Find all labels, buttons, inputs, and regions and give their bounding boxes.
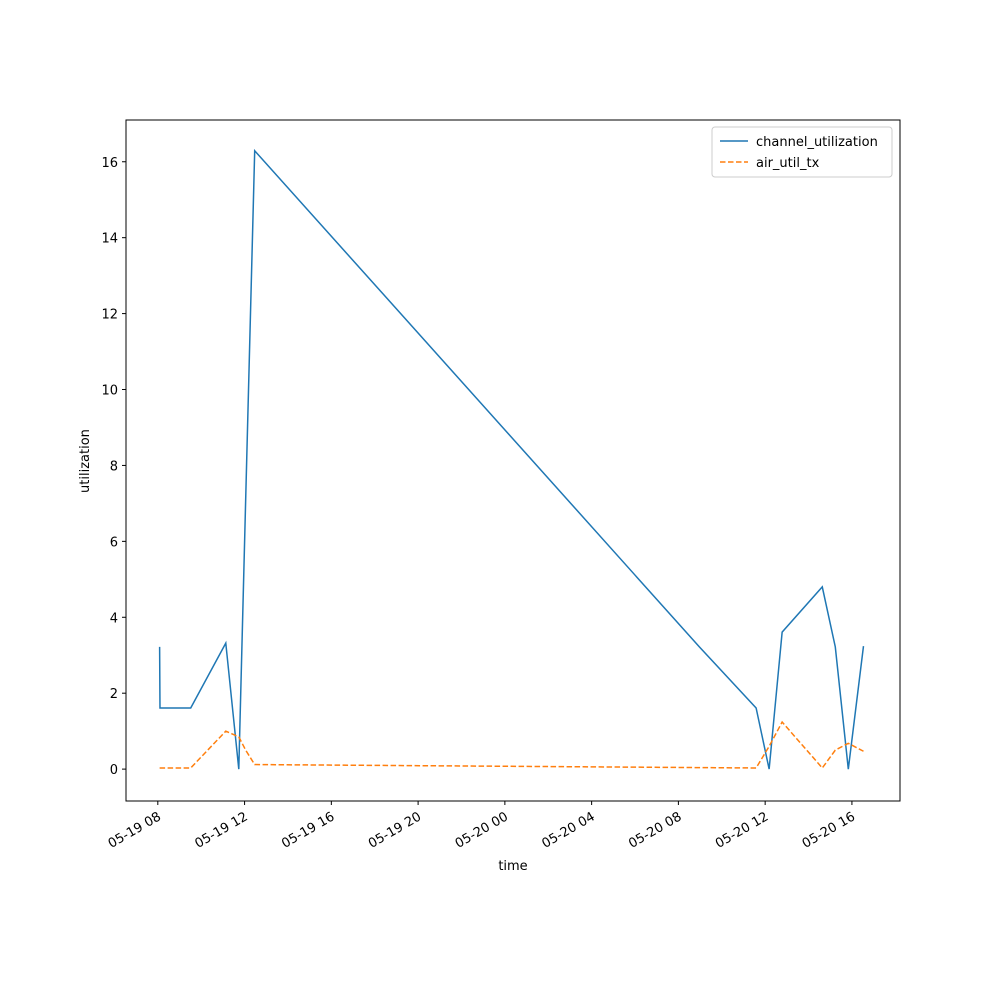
data-line xyxy=(159,720,864,770)
y-tick-label: 4 xyxy=(110,611,118,626)
x-tick-label: 05-20 16 xyxy=(800,809,858,851)
y-tick-label: 0 xyxy=(110,763,118,778)
x-tick-label: 05-20 04 xyxy=(540,809,598,851)
y-tick-label: 14 xyxy=(101,232,118,247)
y-tick-label: 6 xyxy=(110,535,118,550)
legend-label: channel_utilization xyxy=(756,135,878,150)
y-tick-label: 2 xyxy=(110,687,118,702)
plot-frame xyxy=(125,119,901,802)
y-tick-label: 16 xyxy=(101,156,118,171)
x-tick-label: 05-20 00 xyxy=(453,809,511,851)
y-axis-label: utilization xyxy=(78,429,93,493)
x-tick-label: 05-19 08 xyxy=(106,809,164,851)
x-tick-label: 05-20 08 xyxy=(626,809,684,851)
y-tick-label: 12 xyxy=(101,308,118,323)
y-tick-label: 10 xyxy=(101,384,118,399)
x-tick-label: 05-19 20 xyxy=(366,809,424,851)
legend-label: air_util_tx xyxy=(756,156,820,171)
y-tick-label: 8 xyxy=(110,459,118,474)
legend-box xyxy=(711,126,893,178)
x-tick-label: 05-19 12 xyxy=(192,809,250,851)
x-tick-label: 05-19 16 xyxy=(279,809,337,851)
data-line xyxy=(158,148,865,770)
x-axis-label: time xyxy=(498,859,527,874)
x-tick-label: 05-20 12 xyxy=(713,809,771,851)
